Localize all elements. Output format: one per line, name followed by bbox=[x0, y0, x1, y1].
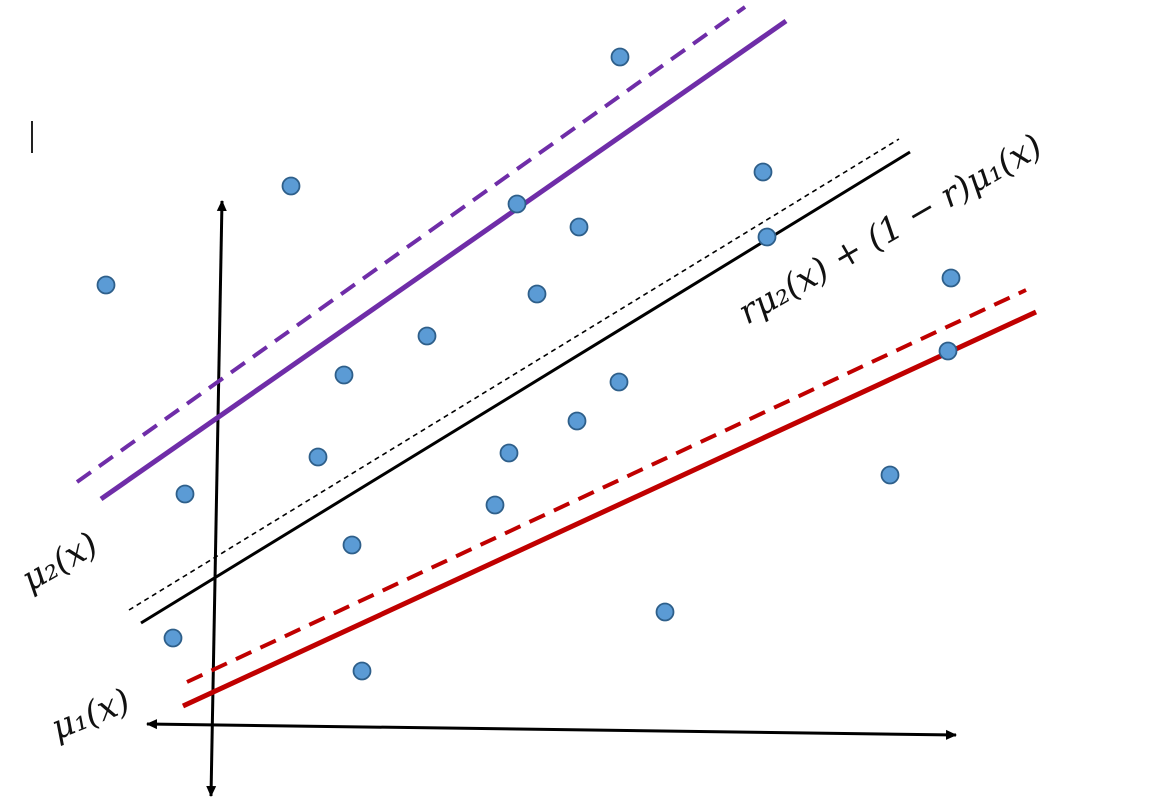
mu1-bound-dashed bbox=[186, 288, 1027, 684]
text-cursor bbox=[31, 121, 33, 153]
data-point bbox=[281, 176, 301, 196]
data-point bbox=[499, 443, 519, 463]
mu2-line bbox=[99, 18, 788, 502]
data-point bbox=[417, 326, 437, 346]
data-point bbox=[308, 447, 328, 467]
data-point bbox=[567, 411, 587, 431]
data-point bbox=[507, 194, 527, 214]
data-point bbox=[96, 275, 116, 295]
mu2-label: μ₂(x) bbox=[15, 524, 106, 599]
data-point bbox=[334, 365, 354, 385]
data-point bbox=[753, 162, 773, 182]
data-point bbox=[655, 602, 675, 622]
data-point bbox=[938, 341, 958, 361]
combo-line bbox=[140, 150, 911, 625]
x-axis-arrow bbox=[146, 719, 957, 740]
data-points bbox=[96, 47, 961, 681]
y-axis-arrow bbox=[206, 200, 227, 797]
mu1-label: μ₁(x) bbox=[45, 681, 135, 749]
data-point bbox=[485, 495, 505, 515]
data-point bbox=[610, 47, 630, 67]
data-point bbox=[880, 465, 900, 485]
mu2-bound-dashed bbox=[75, 5, 747, 484]
data-point bbox=[342, 535, 362, 555]
data-point bbox=[941, 268, 961, 288]
data-point bbox=[609, 372, 629, 392]
data-point bbox=[527, 284, 547, 304]
data-point bbox=[757, 227, 777, 247]
mu1-line bbox=[181, 309, 1038, 709]
combo-bound-dotted bbox=[128, 138, 900, 611]
data-point bbox=[569, 217, 589, 237]
data-point bbox=[352, 661, 372, 681]
data-point bbox=[175, 484, 195, 504]
data-point bbox=[163, 628, 183, 648]
